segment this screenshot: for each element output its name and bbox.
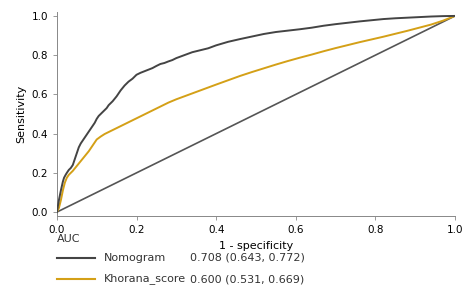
- Text: 0.708 (0.643, 0.772): 0.708 (0.643, 0.772): [190, 253, 304, 263]
- X-axis label: 1 - specificity: 1 - specificity: [219, 241, 293, 250]
- Text: AUC: AUC: [57, 234, 81, 244]
- Y-axis label: Sensitivity: Sensitivity: [16, 85, 26, 143]
- Text: Nomogram: Nomogram: [104, 253, 166, 263]
- Text: 0.600 (0.531, 0.669): 0.600 (0.531, 0.669): [190, 274, 304, 284]
- Text: Khorana_score: Khorana_score: [104, 274, 186, 284]
